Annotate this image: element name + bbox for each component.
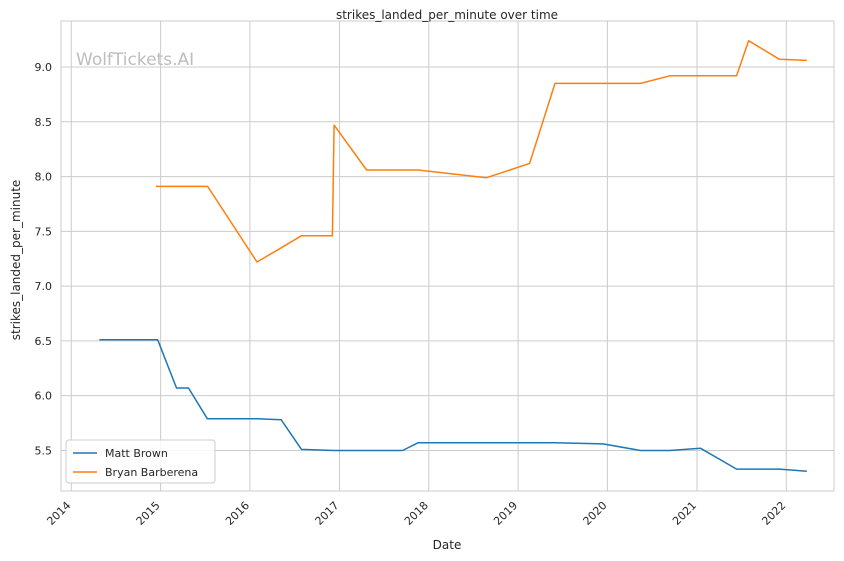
x-tick-label: 2021 bbox=[670, 499, 699, 528]
series-line-bryan-barberena bbox=[155, 39, 807, 263]
legend-box bbox=[65, 439, 216, 484]
y-tick-label: 8.5 bbox=[35, 116, 53, 129]
y-tick-label: 5.5 bbox=[35, 444, 53, 457]
y-tick-label: 6.0 bbox=[35, 390, 53, 403]
series-lines bbox=[99, 39, 807, 473]
y-tick-label: 6.5 bbox=[35, 335, 53, 348]
x-tick-label: 2020 bbox=[581, 499, 610, 528]
x-tick-label: 2015 bbox=[134, 499, 163, 528]
legend-label-bryan-barberena: Bryan Barberena bbox=[105, 466, 198, 479]
x-axis-label: Date bbox=[433, 538, 462, 552]
plot-area-frame bbox=[60, 20, 835, 492]
x-tick-label: 2022 bbox=[759, 499, 788, 528]
watermark: WolfTickets.AI bbox=[76, 50, 194, 70]
y-axis-label: strikes_landed_per_minute bbox=[9, 180, 23, 341]
series-line-matt-brown bbox=[99, 339, 807, 473]
chart-title: strikes_landed_per_minute over time bbox=[336, 8, 558, 22]
x-tick-label: 2016 bbox=[223, 499, 252, 528]
x-tick-label: 2018 bbox=[402, 499, 431, 528]
legend-label-matt-brown: Matt Brown bbox=[105, 447, 168, 460]
y-tick-label: 9.0 bbox=[35, 61, 53, 74]
y-tick-label: 7.0 bbox=[35, 280, 53, 293]
y-tick-labels: 5.5 6.0 6.5 7.0 7.5 8.0 8.5 9.0 bbox=[35, 61, 53, 457]
grid bbox=[61, 21, 834, 491]
x-tick-label: 2014 bbox=[44, 499, 73, 528]
y-tick-label: 7.5 bbox=[35, 225, 53, 238]
y-tick-label: 8.0 bbox=[35, 171, 53, 184]
legend: Matt Brown Bryan Barberena bbox=[65, 439, 216, 484]
x-tick-label: 2019 bbox=[491, 499, 520, 528]
x-tick-label: 2017 bbox=[313, 499, 342, 528]
x-tick-labels: 2014 2015 2016 2017 2018 2019 2020 2021 2022 bbox=[44, 499, 788, 528]
